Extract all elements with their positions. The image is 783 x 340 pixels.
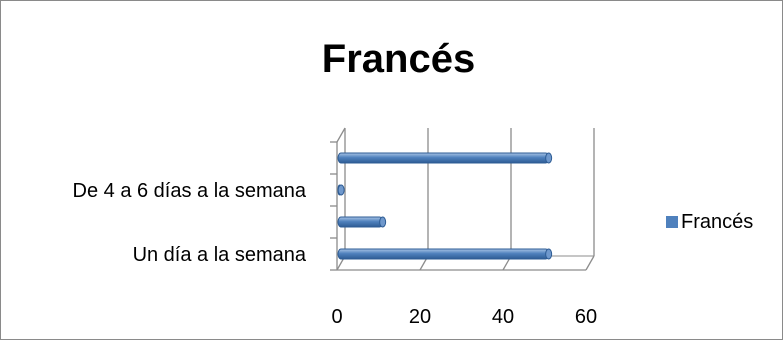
bar-cap-2 xyxy=(337,184,345,196)
bar-0 xyxy=(337,248,550,260)
category-label-2: De 4 a 6 días a la semana xyxy=(73,180,307,202)
bar-1 xyxy=(337,216,384,228)
bar-cap-0 xyxy=(545,248,553,260)
floor-edge-3 xyxy=(585,255,595,271)
left-wall-top-edge xyxy=(336,127,346,143)
legend-swatch xyxy=(666,216,678,228)
x-tick-label-3: 60 xyxy=(575,306,597,328)
x-tick-label-1: 20 xyxy=(409,306,431,328)
category-label-0: Un día a la semana xyxy=(133,244,307,266)
bar-cap-3 xyxy=(545,152,553,164)
bar-cap-1 xyxy=(379,216,387,228)
x-tick-label-0: 0 xyxy=(331,306,342,328)
x-tick-label-2: 40 xyxy=(492,306,514,328)
chart-title: Francés xyxy=(321,37,476,81)
legend-label: Francés xyxy=(681,211,753,233)
bar-3 xyxy=(337,152,550,164)
